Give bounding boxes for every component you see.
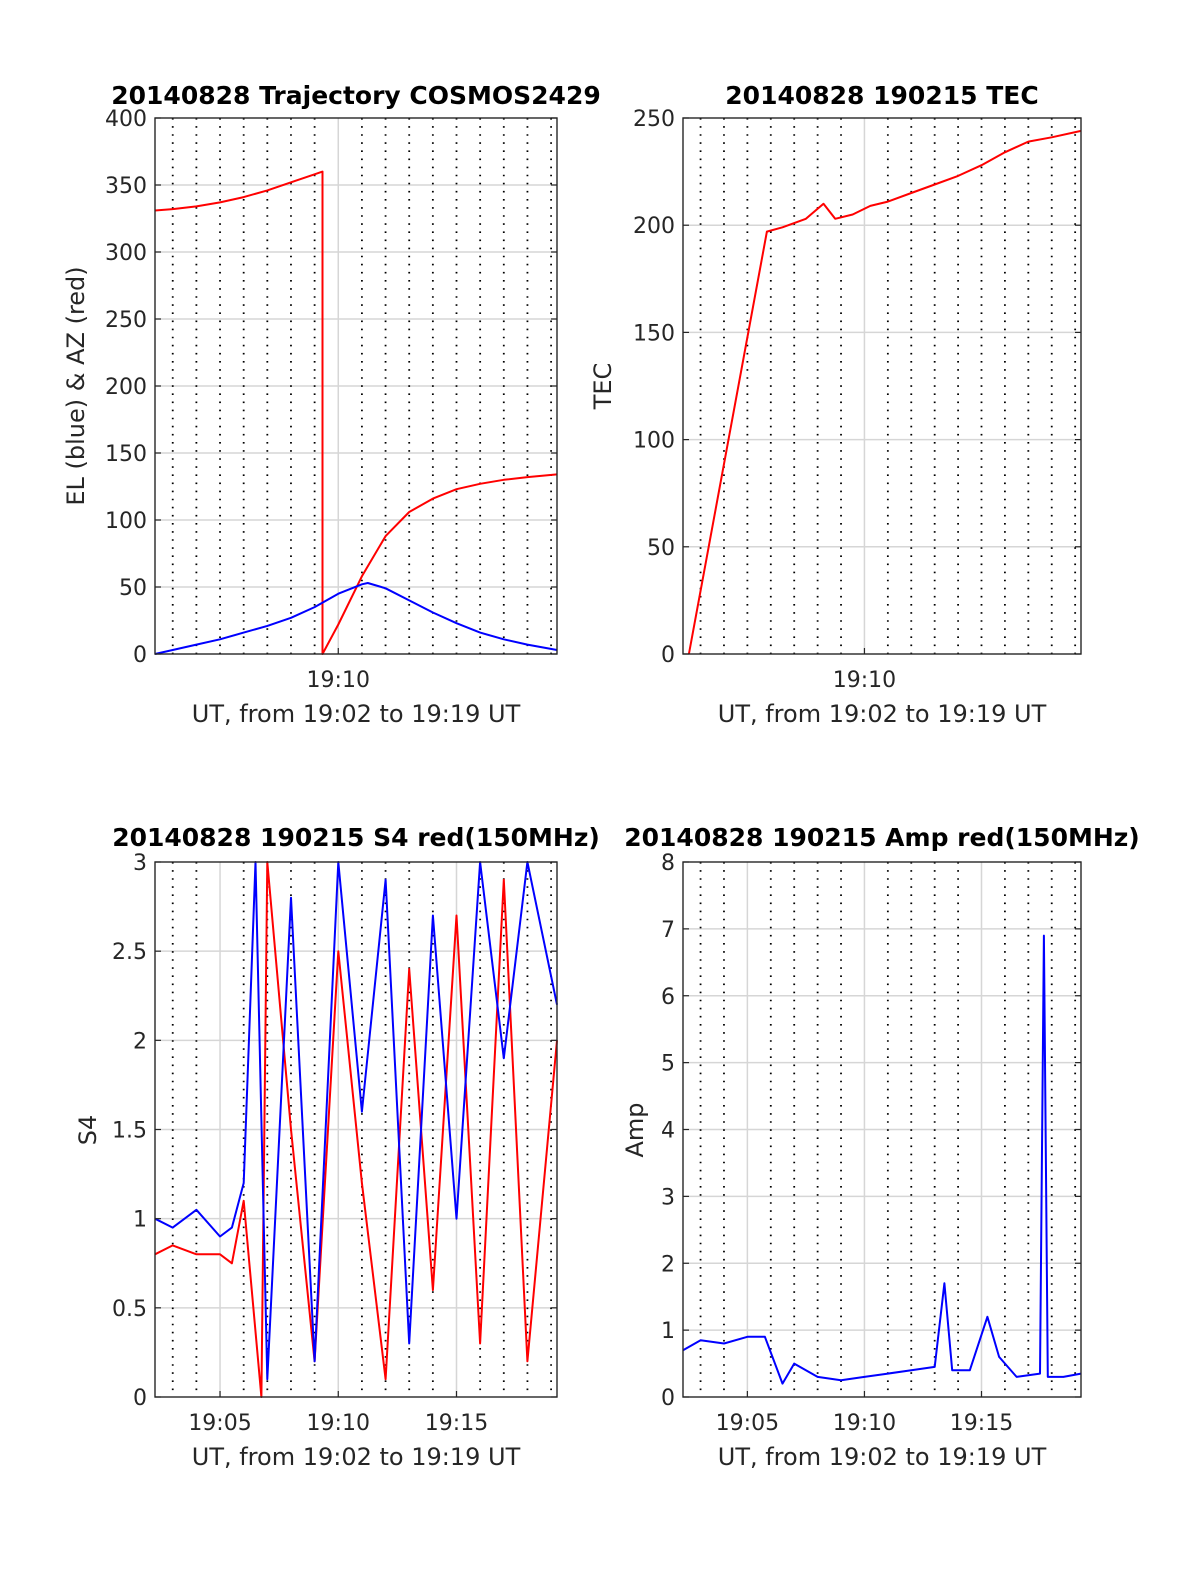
y-tick-label: 3: [661, 1185, 675, 1210]
y-tick-label: 0: [133, 643, 147, 668]
y-tick-label: 1: [133, 1208, 147, 1233]
y-axis-label: TEC: [589, 363, 617, 411]
y-tick-label: 8: [661, 851, 675, 876]
y-axis-label: Amp: [621, 1102, 649, 1157]
x-tick-label: 19:10: [833, 668, 896, 693]
x-tick-label: 19:10: [833, 1411, 896, 1436]
x-axis-label: UT, from 19:02 to 19:19 UT: [718, 1443, 1047, 1471]
x-tick-label: 19:15: [425, 1411, 488, 1436]
series-line-red: [687, 129, 1082, 655]
panel-tec: 0 50 100 150 200 250 19:10 20140828 190215 TEC…: [589, 81, 1082, 728]
y-axis-label: EL (blue) & AZ (red): [62, 266, 90, 505]
y-axis-label: S4: [74, 1115, 102, 1146]
x-tick-label: 19:10: [307, 1411, 370, 1436]
x-axis-label: UT, from 19:02 to 19:19 UT: [192, 700, 521, 728]
panel-s4: 0 0.5 1 1.5 2 2.5 3 19:05 19:10 19:15 20140828 19…: [74, 823, 600, 1471]
y-tick-label: 100: [633, 429, 675, 454]
y-tick-label: 2: [661, 1252, 675, 1277]
panel-amp: 0 1 2 3 4 5 6 7 8 19:05 19:10 19:15 20140828 190215…: [621, 823, 1140, 1471]
series-line-blue: [154, 861, 558, 1381]
x-axis-label: UT, from 19:02 to 19:19 UT: [718, 700, 1047, 728]
x-tick-label: 19:05: [188, 1411, 251, 1436]
y-tick-label: 200: [105, 375, 147, 400]
y-tick-label: 5: [661, 1052, 675, 1077]
y-tick-label: 1.5: [112, 1119, 147, 1144]
panel-trajectory: 0 50 100 150 200 250 300 350 400 19:10 20140828 T…: [62, 81, 601, 728]
y-tick-label: 0.5: [112, 1297, 147, 1322]
y-tick-label: 7: [661, 918, 675, 943]
chart-title: 20140828 Trajectory COSMOS2429: [111, 81, 601, 110]
x-tick-label: 19:15: [950, 1411, 1013, 1436]
chart-title: 20140828 190215 S4 red(150MHz): [112, 823, 600, 852]
chart-title: 20140828 190215 TEC: [725, 81, 1038, 110]
x-tick-label: 19:05: [716, 1411, 779, 1436]
y-tick-label: 150: [633, 321, 675, 346]
y-tick-label: 250: [105, 308, 147, 333]
y-tick-label: 0: [661, 1386, 675, 1411]
y-tick-label: 300: [105, 241, 147, 266]
y-tick-label: 0: [133, 1386, 147, 1411]
y-tick-label: 3: [133, 851, 147, 876]
y-tick-label: 0: [661, 643, 675, 668]
x-tick-label: 19:10: [307, 668, 370, 693]
series-line-red: [154, 170, 558, 655]
y-tick-label: 4: [661, 1119, 675, 1144]
y-tick-label: 2.5: [112, 940, 147, 965]
y-tick-label: 150: [105, 442, 147, 467]
y-tick-label: 400: [105, 107, 147, 132]
y-tick-label: 1: [661, 1319, 675, 1344]
y-tick-label: 200: [633, 214, 675, 239]
series-line-blue: [682, 934, 1082, 1385]
y-tick-label: 350: [105, 174, 147, 199]
y-tick-label: 6: [661, 985, 675, 1010]
x-axis-label: UT, from 19:02 to 19:19 UT: [192, 1443, 521, 1471]
series-line-red: [154, 861, 558, 1398]
y-tick-label: 50: [647, 536, 675, 561]
y-tick-label: 250: [633, 107, 675, 132]
y-tick-label: 2: [133, 1029, 147, 1054]
y-tick-label: 50: [119, 576, 147, 601]
y-tick-label: 100: [105, 509, 147, 534]
chart-title: 20140828 190215 Amp red(150MHz): [624, 823, 1140, 852]
series-line-blue: [154, 582, 558, 655]
axes-frame: [682, 117, 1082, 655]
plot-area: [683, 118, 1081, 654]
